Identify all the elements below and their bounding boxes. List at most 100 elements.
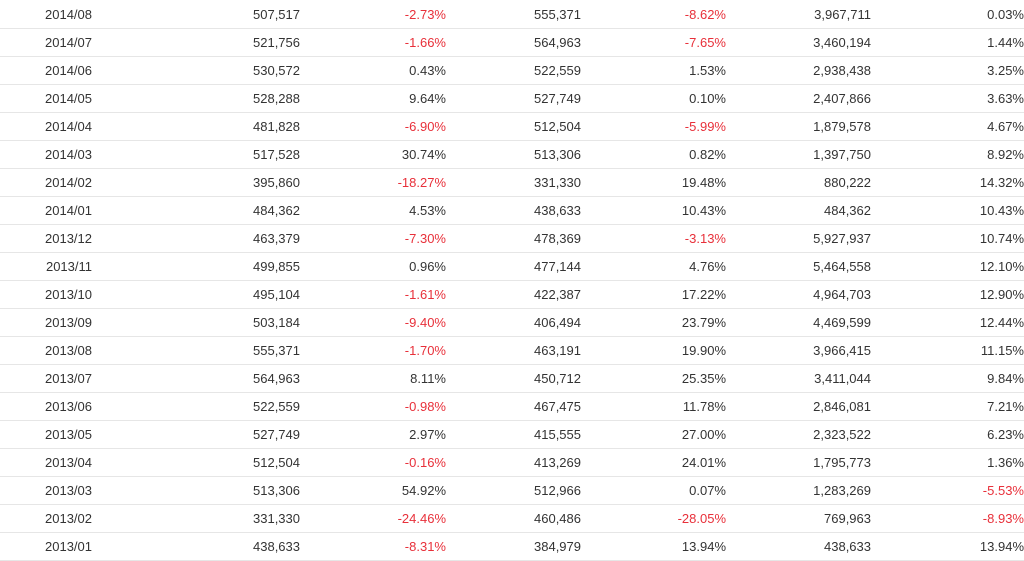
value-1-cell: 564,963: [92, 364, 300, 393]
value-2-cell: 512,504: [446, 112, 581, 141]
value-3-cell: 3,967,711: [726, 1, 871, 29]
value-2-cell: 463,191: [446, 336, 581, 365]
value-2-cell: 406,494: [446, 308, 581, 337]
change-1-cell: -1.66%: [300, 28, 446, 57]
table-row: 2014/01 484,362 4.53% 438,633 10.43% 484,362 1…: [0, 196, 1024, 225]
change-2-cell: 0.10%: [581, 84, 726, 113]
value-2-cell: 477,144: [446, 252, 581, 281]
value-3-cell: 4,964,703: [726, 280, 871, 309]
value-1-cell: 481,828: [92, 112, 300, 141]
value-2-cell: 522,559: [446, 56, 581, 85]
month-cell: 2013/05: [0, 420, 92, 449]
month-cell: 2014/04: [0, 112, 92, 141]
change-1-cell: -9.40%: [300, 308, 446, 337]
change-2-cell: -28.05%: [581, 504, 726, 533]
table-row: 2013/04 512,504 -0.16% 413,269 24.01% 1,795,7…: [0, 448, 1024, 477]
table-row: 2014/03 517,528 30.74% 513,306 0.82% 1,397,75…: [0, 140, 1024, 169]
value-1-cell: 495,104: [92, 280, 300, 309]
change-1-cell: -18.27%: [300, 168, 446, 197]
value-3-cell: 5,464,558: [726, 252, 871, 281]
value-1-cell: 521,756: [92, 28, 300, 57]
month-cell: 2013/11: [0, 252, 92, 281]
change-2-cell: 0.07%: [581, 476, 726, 505]
change-3-cell: 11.15%: [871, 336, 1024, 365]
value-3-cell: 2,938,438: [726, 56, 871, 85]
change-2-cell: 19.90%: [581, 336, 726, 365]
change-1-cell: -0.16%: [300, 448, 446, 477]
change-3-cell: 6.23%: [871, 420, 1024, 449]
value-2-cell: 564,963: [446, 28, 581, 57]
month-cell: 2013/01: [0, 532, 92, 561]
change-2-cell: -8.62%: [581, 1, 726, 29]
table-row: 2014/07 521,756 -1.66% 564,963 -7.65% 3,460,1…: [0, 28, 1024, 57]
change-3-cell: -8.93%: [871, 504, 1024, 533]
change-1-cell: -1.70%: [300, 336, 446, 365]
value-3-cell: 4,469,599: [726, 308, 871, 337]
value-1-cell: 484,362: [92, 196, 300, 225]
value-3-cell: 1,879,578: [726, 112, 871, 141]
change-3-cell: 1.36%: [871, 448, 1024, 477]
month-cell: 2014/08: [0, 1, 92, 29]
month-cell: 2014/03: [0, 140, 92, 169]
table-row: 2014/04 481,828 -6.90% 512,504 -5.99% 1,879,5…: [0, 112, 1024, 141]
value-2-cell: 527,749: [446, 84, 581, 113]
value-3-cell: 1,397,750: [726, 140, 871, 169]
value-1-cell: 527,749: [92, 420, 300, 449]
month-cell: 2013/04: [0, 448, 92, 477]
table-row: 2014/02 395,860 -18.27% 331,330 19.48% 880,22…: [0, 168, 1024, 197]
change-3-cell: 14.32%: [871, 168, 1024, 197]
change-2-cell: -7.65%: [581, 28, 726, 57]
value-3-cell: 3,460,194: [726, 28, 871, 57]
change-3-cell: 12.90%: [871, 280, 1024, 309]
change-2-cell: 27.00%: [581, 420, 726, 449]
table-row: 2014/05 528,288 9.64% 527,749 0.10% 2,407,866…: [0, 84, 1024, 113]
value-2-cell: 513,306: [446, 140, 581, 169]
value-1-cell: 522,559: [92, 392, 300, 421]
change-1-cell: 4.53%: [300, 196, 446, 225]
value-2-cell: 384,979: [446, 532, 581, 561]
value-3-cell: 484,362: [726, 196, 871, 225]
value-1-cell: 499,855: [92, 252, 300, 281]
value-2-cell: 413,269: [446, 448, 581, 477]
month-cell: 2014/05: [0, 84, 92, 113]
value-2-cell: 331,330: [446, 168, 581, 197]
month-cell: 2014/06: [0, 56, 92, 85]
value-1-cell: 463,379: [92, 224, 300, 253]
value-1-cell: 528,288: [92, 84, 300, 113]
change-3-cell: 12.10%: [871, 252, 1024, 281]
change-3-cell: 3.63%: [871, 84, 1024, 113]
change-2-cell: 4.76%: [581, 252, 726, 281]
value-1-cell: 555,371: [92, 336, 300, 365]
change-1-cell: -6.90%: [300, 112, 446, 141]
value-1-cell: 530,572: [92, 56, 300, 85]
value-1-cell: 395,860: [92, 168, 300, 197]
change-2-cell: 19.48%: [581, 168, 726, 197]
value-1-cell: 507,517: [92, 1, 300, 29]
value-2-cell: 415,555: [446, 420, 581, 449]
table-row: 2013/05 527,749 2.97% 415,555 27.00% 2,323,52…: [0, 420, 1024, 449]
value-2-cell: 438,633: [446, 196, 581, 225]
value-3-cell: 2,407,866: [726, 84, 871, 113]
table-row: 2013/06 522,559 -0.98% 467,475 11.78% 2,846,0…: [0, 392, 1024, 421]
value-3-cell: 769,963: [726, 504, 871, 533]
change-1-cell: 0.96%: [300, 252, 446, 281]
change-1-cell: -1.61%: [300, 280, 446, 309]
month-cell: 2013/02: [0, 504, 92, 533]
change-1-cell: 2.97%: [300, 420, 446, 449]
value-1-cell: 517,528: [92, 140, 300, 169]
table-row: 2013/10 495,104 -1.61% 422,387 17.22% 4,964,7…: [0, 280, 1024, 309]
value-2-cell: 460,486: [446, 504, 581, 533]
value-2-cell: 555,371: [446, 1, 581, 29]
value-2-cell: 512,966: [446, 476, 581, 505]
table-row: 2013/03 513,306 54.92% 512,966 0.07% 1,283,26…: [0, 476, 1024, 505]
change-2-cell: 0.82%: [581, 140, 726, 169]
value-1-cell: 512,504: [92, 448, 300, 477]
value-3-cell: 1,795,773: [726, 448, 871, 477]
change-3-cell: 7.21%: [871, 392, 1024, 421]
change-1-cell: 8.11%: [300, 364, 446, 393]
value-3-cell: 2,323,522: [726, 420, 871, 449]
change-2-cell: 23.79%: [581, 308, 726, 337]
value-1-cell: 503,184: [92, 308, 300, 337]
change-3-cell: 10.74%: [871, 224, 1024, 253]
